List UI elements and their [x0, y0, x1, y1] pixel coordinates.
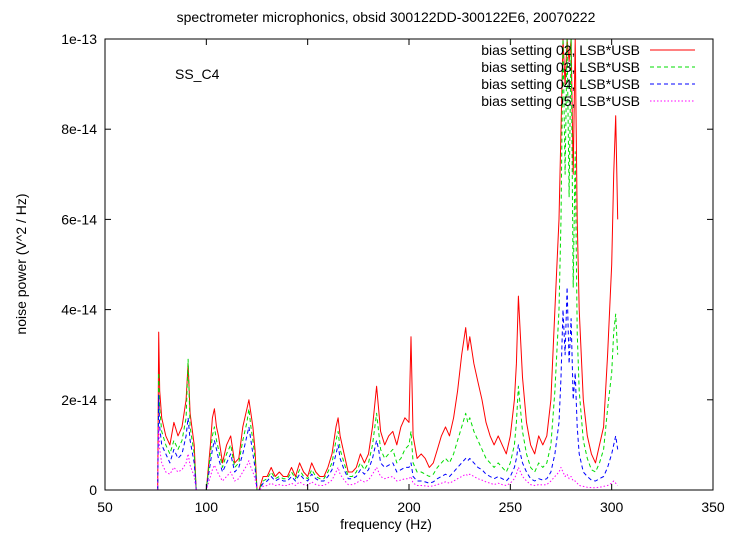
x-tick-label: 50 [97, 499, 113, 515]
x-axis-label: frequency (Hz) [340, 516, 432, 532]
x-tick-label: 150 [296, 499, 320, 515]
legend-label-4: bias setting 05, LSB*USB [481, 93, 640, 109]
y-tick-label: 6e-14 [61, 211, 97, 227]
legend-label-1: bias setting 02, LSB*USB [481, 42, 640, 58]
legend-label-2: bias setting 03, LSB*USB [481, 59, 640, 75]
series-line-2 [157, 39, 619, 490]
x-tick-label: 200 [397, 499, 421, 515]
x-tick-label: 300 [600, 499, 624, 515]
legend-label-3: bias setting 04, LSB*USB [481, 76, 640, 92]
y-tick-label: 1e-13 [61, 31, 97, 47]
y-axis-label: noise power (V^2 / Hz) [13, 193, 29, 334]
series-line-3 [157, 286, 619, 490]
series-layer [157, 39, 619, 490]
chart-annotation: SS_C4 [175, 66, 220, 82]
series-line-1 [157, 39, 619, 490]
x-tick-label: 350 [701, 499, 725, 515]
series-line-4 [157, 426, 619, 490]
y-tick-label: 0 [89, 482, 97, 498]
y-tick-label: 8e-14 [61, 121, 97, 137]
y-tick-label: 4e-14 [61, 302, 97, 318]
y-tick-label: 2e-14 [61, 392, 97, 408]
x-tick-label: 250 [499, 499, 523, 515]
ticks-layer: 50 100 150 200 250 300 350 0 2e-14 4e-14 6e-14 8e-1… [61, 31, 725, 515]
chart-title: spectrometer microphonics, obsid 300122D… [177, 9, 596, 25]
x-tick-label: 100 [195, 499, 219, 515]
